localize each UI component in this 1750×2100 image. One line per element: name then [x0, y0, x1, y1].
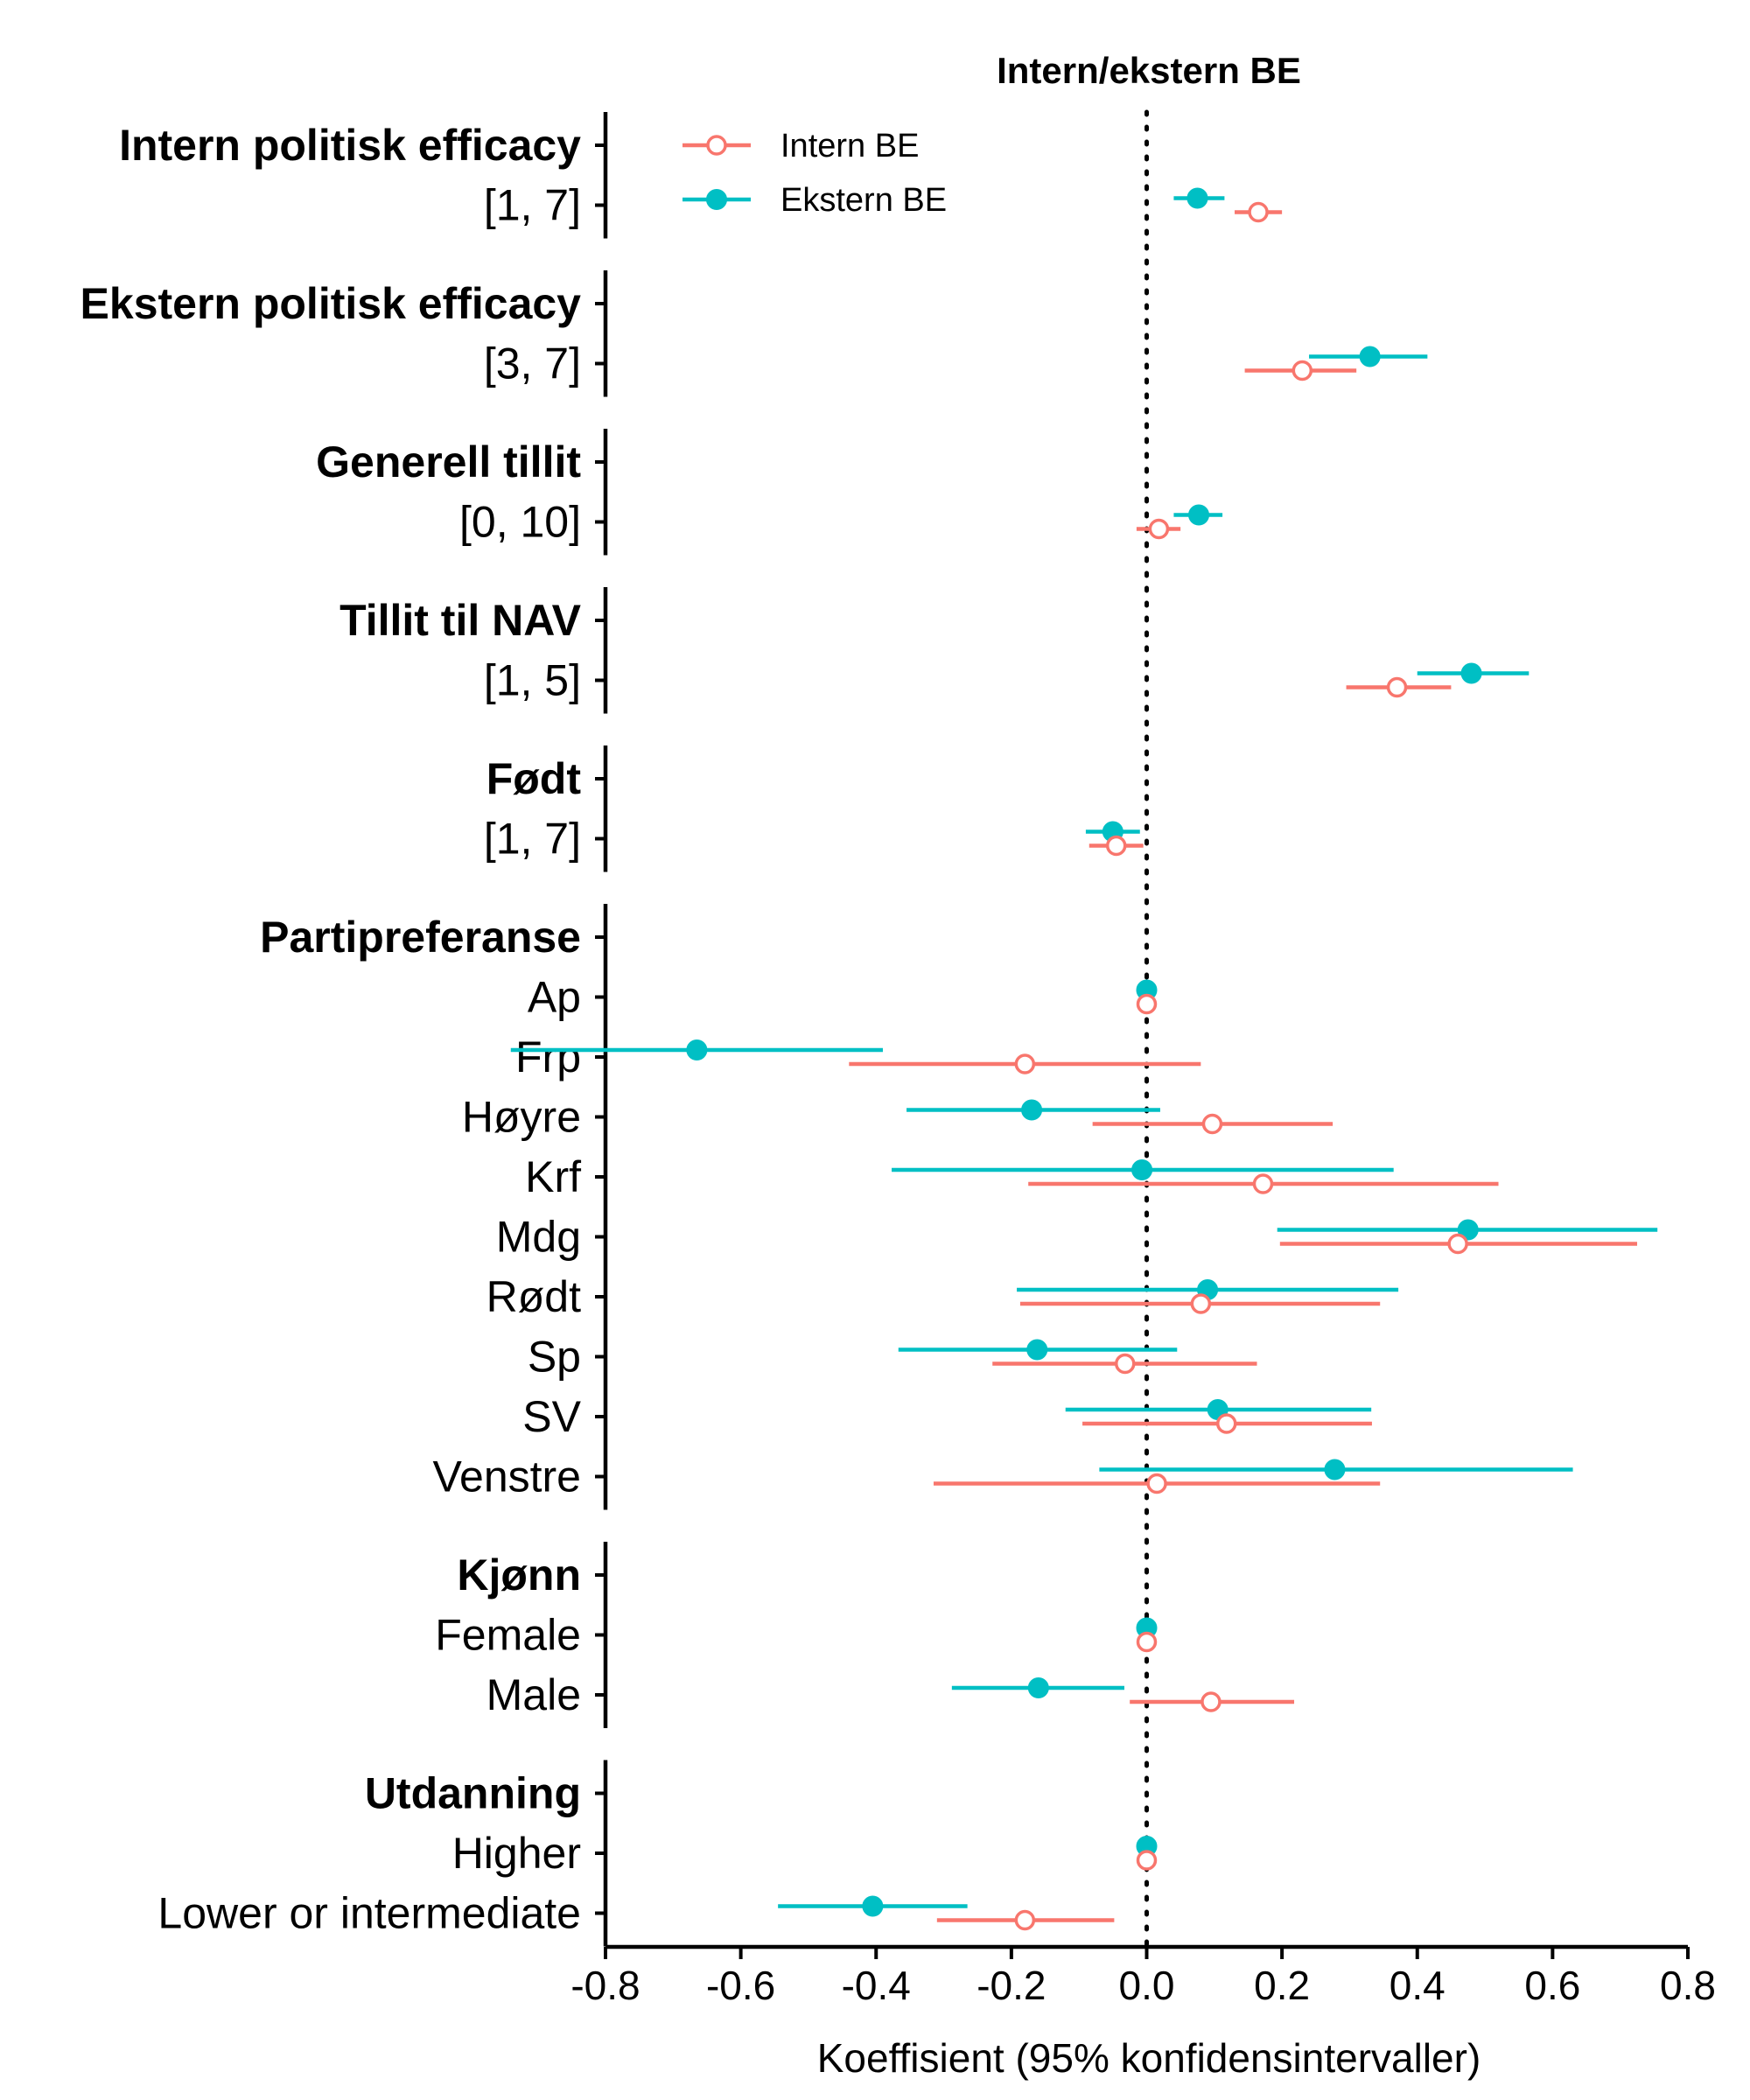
x-tick-label: 0.6: [1524, 1963, 1580, 2008]
ekstern-point: [1359, 346, 1381, 368]
group-label: Kjønn: [457, 1550, 581, 1600]
row-label: Female: [435, 1611, 581, 1660]
ekstern-point: [1188, 504, 1210, 526]
ekstern-point: [1027, 1677, 1049, 1698]
intern-point: [1190, 1293, 1212, 1314]
intern-point: [1105, 835, 1127, 857]
group-label: Partipreferanse: [260, 913, 581, 962]
ekstern-point: [1021, 1099, 1043, 1121]
ekstern-point: [1026, 1339, 1048, 1361]
group-label: Ekstern politisk efficacy: [80, 279, 582, 328]
row-label: Ap: [528, 973, 581, 1022]
group-label: Født: [486, 754, 582, 803]
row-label: [0, 10]: [459, 498, 581, 547]
ekstern-point: [1324, 1459, 1346, 1480]
row-label: Krf: [525, 1152, 581, 1201]
ekstern-point: [862, 1895, 884, 1917]
row-label: Male: [486, 1670, 581, 1719]
chart-title: Intern/ekstern BE: [997, 50, 1301, 91]
group-label: Intern politisk efficacy: [119, 121, 581, 170]
legend-intern-marker: [706, 135, 727, 156]
group-label: Tillit til NAV: [340, 596, 582, 645]
intern-point: [1014, 1909, 1036, 1931]
intern-point: [1200, 1691, 1222, 1712]
x-tick-label: 0.0: [1119, 1963, 1175, 2008]
row-label: [1, 7]: [484, 815, 581, 864]
row-label: [3, 7]: [484, 340, 581, 388]
x-tick-label: -0.6: [706, 1963, 775, 2008]
x-tick-label: -0.8: [570, 1963, 640, 2008]
intern-point: [1148, 518, 1170, 540]
intern-point: [1146, 1473, 1167, 1494]
x-tick-label: 0.8: [1660, 1963, 1716, 2008]
row-label: Frp: [515, 1032, 581, 1082]
row-label: [1, 7]: [484, 181, 581, 230]
legend-ekstern-marker: [706, 189, 727, 210]
y-axis: Intern politisk efficacy [1, 7] Ekstern po…: [80, 112, 608, 1947]
row-label: Høyre: [462, 1093, 581, 1142]
x-tick-label: 0.4: [1390, 1963, 1446, 2008]
row-label: Lower or intermediate: [158, 1889, 581, 1938]
intern-point: [1215, 1413, 1237, 1434]
row-label: SV: [522, 1392, 581, 1441]
data-marks-layer: [510, 187, 1658, 1931]
row-label: Sp: [528, 1333, 581, 1382]
x-tick-label: 0.2: [1254, 1963, 1310, 2008]
intern-point: [1136, 1631, 1158, 1653]
ekstern-point: [1186, 187, 1208, 209]
row-label: [1, 5]: [484, 656, 581, 705]
legend-ekstern-label: Ekstern BE: [780, 182, 947, 219]
row-label: Rødt: [486, 1272, 581, 1321]
ekstern-point: [1131, 1159, 1153, 1180]
row-label: Mdg: [496, 1213, 581, 1262]
row-label: Higher: [452, 1829, 581, 1878]
intern-point: [1136, 1850, 1158, 1871]
ekstern-point: [686, 1040, 708, 1060]
x-tick-label: -0.4: [842, 1963, 911, 2008]
ekstern-point: [1457, 1219, 1479, 1241]
intern-point: [1014, 1054, 1036, 1074]
intern-point: [1386, 676, 1408, 698]
x-axis-title: Koeffisient (95% konfidensintervaller): [817, 2035, 1481, 2081]
group-label: Generell tillit: [316, 438, 581, 486]
ekstern-point: [1460, 662, 1482, 684]
intern-point: [1292, 360, 1313, 382]
x-tick-label: -0.2: [976, 1963, 1046, 2008]
intern-point: [1201, 1113, 1223, 1135]
intern-point: [1252, 1173, 1274, 1194]
row-label: Venstre: [432, 1452, 581, 1502]
intern-point: [1447, 1233, 1468, 1255]
group-label: Utdanning: [365, 1769, 581, 1818]
intern-point: [1136, 993, 1158, 1015]
legend-intern-label: Intern BE: [780, 128, 919, 164]
legend: Intern BE Ekstern BE: [682, 128, 947, 219]
intern-point: [1115, 1353, 1136, 1375]
x-axis: -0.8 -0.6 -0.4 -0.2 0.0 0.2 0.4 0.6 0.8: [570, 1944, 1716, 2008]
intern-point: [1248, 201, 1269, 223]
